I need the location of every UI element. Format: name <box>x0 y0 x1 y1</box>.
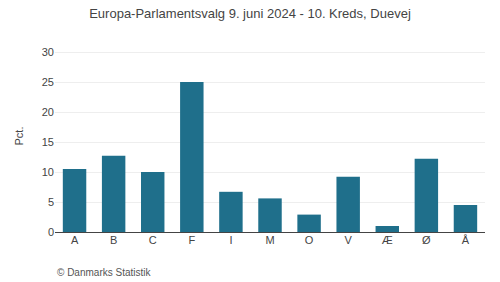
svg-text:Ø: Ø <box>422 234 431 246</box>
svg-text:I: I <box>229 234 232 246</box>
svg-text:10: 10 <box>42 166 54 178</box>
svg-text:B: B <box>110 234 117 246</box>
svg-text:5: 5 <box>48 196 54 208</box>
svg-text:© Danmarks Statistik: © Danmarks Statistik <box>57 267 152 278</box>
svg-text:M: M <box>265 234 274 246</box>
svg-text:Europa-Parlamentsvalg 9. juni: Europa-Parlamentsvalg 9. juni 2024 - 10.… <box>89 6 411 21</box>
svg-text:Pct.: Pct. <box>13 127 25 146</box>
svg-text:0: 0 <box>48 226 54 238</box>
svg-text:C: C <box>149 234 157 246</box>
svg-text:O: O <box>305 234 314 246</box>
svg-text:Æ: Æ <box>382 234 393 246</box>
svg-text:25: 25 <box>42 76 54 88</box>
svg-text:30: 30 <box>42 46 54 58</box>
svg-text:20: 20 <box>42 106 54 118</box>
svg-text:F: F <box>188 234 195 246</box>
svg-text:15: 15 <box>42 136 54 148</box>
svg-text:A: A <box>71 234 79 246</box>
svg-text:Å: Å <box>462 234 470 246</box>
svg-text:V: V <box>345 234 353 246</box>
